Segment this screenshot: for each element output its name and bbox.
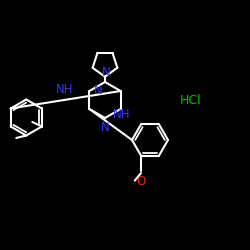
- Text: N: N: [94, 84, 102, 97]
- Text: O: O: [136, 175, 145, 188]
- Text: NH: NH: [56, 83, 73, 96]
- Text: N: N: [101, 121, 110, 134]
- Text: N: N: [102, 66, 110, 79]
- Text: NH: NH: [113, 108, 131, 122]
- Text: HCl: HCl: [180, 94, 202, 106]
